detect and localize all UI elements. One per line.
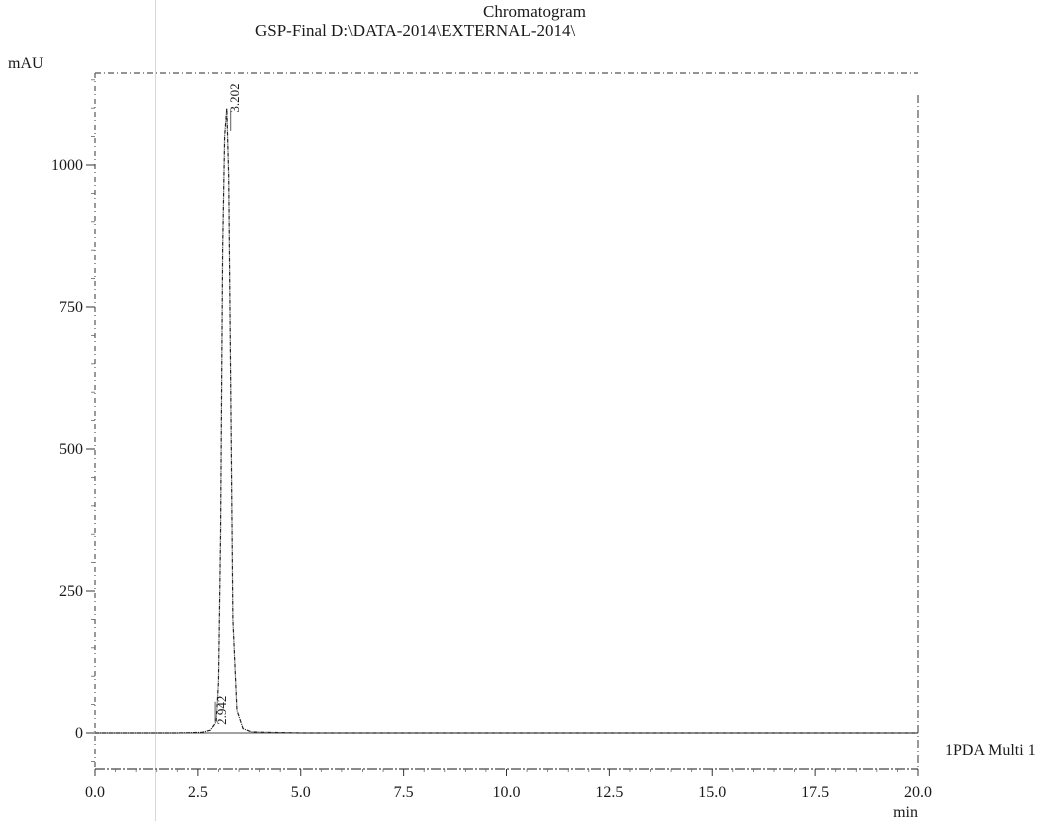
- y-tick-label: 750: [59, 299, 83, 316]
- x-tick-label: 20.0: [904, 784, 932, 801]
- x-tick-label: 5.0: [291, 784, 311, 801]
- scan-edge-line: [155, 0, 156, 821]
- y-tick-label: 0: [75, 725, 83, 742]
- y-tick-label: 500: [59, 441, 83, 458]
- x-tick-label: 17.5: [801, 784, 829, 801]
- y-tick-label: 250: [59, 583, 83, 600]
- x-tick-label: 15.0: [698, 784, 726, 801]
- x-tick-label: 0.0: [85, 784, 105, 801]
- peak-label: 3.202: [227, 83, 242, 112]
- x-tick-label: 2.5: [188, 784, 208, 801]
- peak-label: 2.942: [214, 696, 229, 725]
- y-tick-label: 1000: [51, 157, 83, 174]
- x-tick-label: 10.0: [493, 784, 521, 801]
- series-label: 1PDA Multi 1: [945, 742, 1036, 759]
- x-tick-label: 7.5: [394, 784, 414, 801]
- y-axis-label: mAU: [8, 55, 44, 72]
- x-axis-label: min: [893, 804, 918, 821]
- x-tick-label: 12.5: [595, 784, 623, 801]
- chart-title: Chromatogram: [483, 2, 586, 21]
- chart-subtitle: GSP-Final D:\DATA-2014\EXTERNAL-2014\: [255, 21, 576, 40]
- series-line: [95, 108, 918, 734]
